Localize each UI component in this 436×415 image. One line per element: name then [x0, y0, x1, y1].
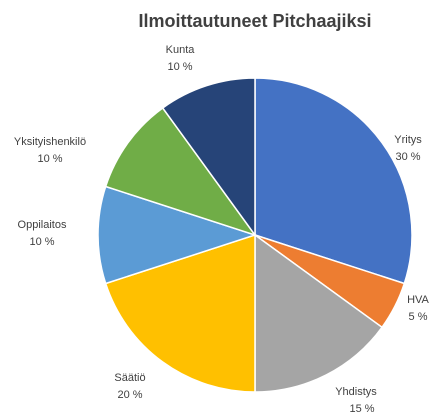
- value-label: 15 %: [349, 403, 374, 415]
- slice-label: HVA: [407, 294, 429, 306]
- value-label: 20 %: [117, 389, 142, 401]
- chart-title: Ilmoittautuneet Pitchaajiksi: [138, 11, 371, 31]
- pie-slice: [254, 233, 384, 393]
- slice-label: Yksityishenkilö: [14, 136, 86, 148]
- pie-slice: [97, 185, 258, 285]
- slice-label: Yritys: [394, 134, 422, 146]
- slice-label: Kunta: [166, 44, 196, 56]
- slice-label: Oppilaitos: [18, 219, 67, 231]
- pie-slice: [104, 233, 256, 393]
- slice-label: Säätiö: [114, 372, 145, 384]
- pie-slice: [254, 77, 413, 285]
- value-label: 30 %: [395, 151, 420, 163]
- value-label: 10 %: [37, 153, 62, 165]
- value-label: 5 %: [409, 311, 428, 323]
- slice-label: Yhdistys: [335, 386, 377, 398]
- value-label: 10 %: [29, 236, 54, 248]
- pie-slice: [161, 77, 256, 238]
- value-label: 10 %: [167, 61, 192, 73]
- pie-slice: [104, 106, 257, 237]
